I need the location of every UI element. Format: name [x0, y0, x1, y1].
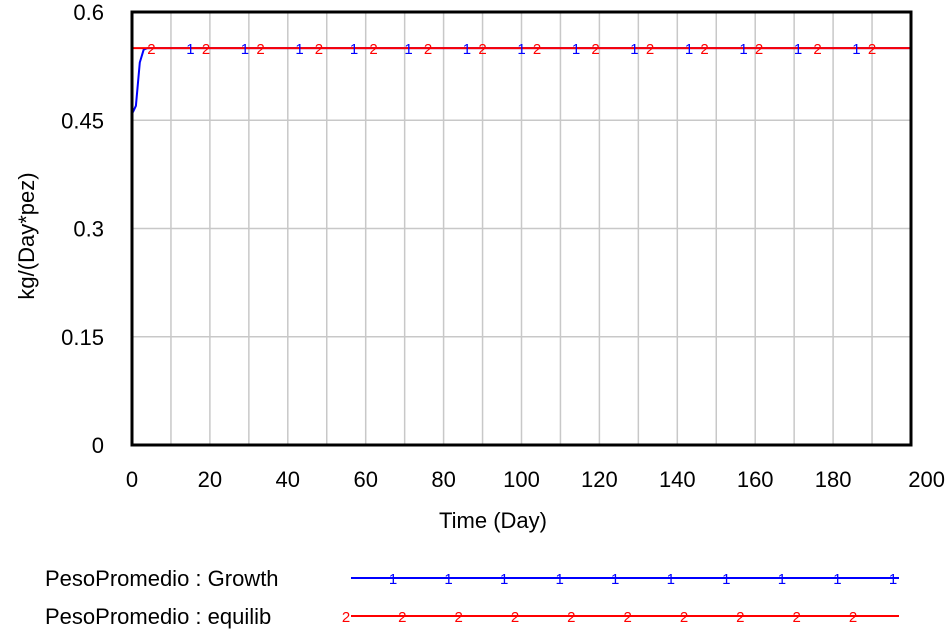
- x-tick-label: 200: [908, 467, 945, 492]
- legend-marker-2: 2: [398, 609, 406, 626]
- series-2-marker: 2: [369, 41, 377, 58]
- series-2-marker: 2: [256, 41, 264, 58]
- series-1-marker: 1: [852, 41, 860, 58]
- legend-marker-2: 2: [623, 609, 631, 626]
- series-1-marker: 1: [404, 41, 412, 58]
- x-tick-label: 40: [276, 467, 300, 492]
- legend-marker-1: 1: [389, 571, 397, 588]
- legend-label-1: PesoPromedio : Growth: [45, 566, 279, 591]
- series-2-marker: 2: [478, 41, 486, 58]
- legend-marker-2: 2: [792, 609, 800, 626]
- legend-marker-2: 2: [567, 609, 575, 626]
- x-axis-label: Time (Day): [439, 508, 547, 533]
- series-2-marker: 2: [646, 41, 654, 58]
- legend-marker-1: 1: [444, 571, 452, 588]
- series-1-marker: 1: [295, 41, 303, 58]
- x-tick-label: 60: [353, 467, 377, 492]
- legend-marker-1: 1: [778, 571, 786, 588]
- y-axis-label: kg/(Day*pez): [14, 172, 39, 299]
- series-1-marker: 1: [572, 41, 580, 58]
- series-1-marker: 1: [186, 41, 194, 58]
- legend-marker-1: 1: [611, 571, 619, 588]
- x-tick-label: 180: [815, 467, 852, 492]
- series-markers: 1 1 1 1 1 1 1 1 1 1 1 1 12 2 2 2 2 2 2 2 2 2 2 2 2 2: [147, 41, 876, 58]
- x-axis-ticks: 0 20 40 60 80 100 120 140 160 180 200: [126, 467, 945, 492]
- legend-marker-1: 1: [722, 571, 730, 588]
- legend-marker-2: 2: [736, 609, 744, 626]
- series-1-marker: 1: [517, 41, 525, 58]
- x-tick-label: 80: [431, 467, 455, 492]
- legend-marker-2: 2: [680, 609, 688, 626]
- grid-lines: [132, 12, 911, 445]
- legend-marker-1: 1: [500, 571, 508, 588]
- x-tick-label: 20: [198, 467, 222, 492]
- series-2-marker: 2: [813, 41, 821, 58]
- series-2-marker: 2: [202, 41, 210, 58]
- y-tick-label: 0.45: [61, 108, 104, 133]
- series-2-marker: 2: [591, 41, 599, 58]
- series-2-marker: 2: [700, 41, 708, 58]
- series-2-marker: 2: [424, 41, 432, 58]
- legend: PesoPromedio : Growth 1 1 1 1 1 1 1 1 1 1 PesoProme…: [45, 566, 899, 629]
- legend-marker-2: 2: [454, 609, 462, 626]
- series-2-marker: 2: [755, 41, 763, 58]
- legend-marker-1: 1: [889, 571, 897, 588]
- series-2-marker: 2: [147, 41, 155, 58]
- series-1-marker: 1: [350, 41, 358, 58]
- x-tick-label: 160: [737, 467, 774, 492]
- y-tick-label: 0: [92, 433, 104, 458]
- legend-marker-1: 1: [667, 571, 675, 588]
- legend-marker-1: 1: [833, 571, 841, 588]
- series-1-marker: 1: [739, 41, 747, 58]
- y-tick-label: 0.6: [73, 0, 104, 25]
- plot-frame: [130, 10, 913, 447]
- series-1-marker: 1: [241, 41, 249, 58]
- series-1-marker: 1: [685, 41, 693, 58]
- y-axis-ticks: 0 0.15 0.3 0.45 0.6: [61, 0, 104, 458]
- series-2-marker: 2: [868, 41, 876, 58]
- series-1-marker: 1: [794, 41, 802, 58]
- series-2-marker: 2: [315, 41, 323, 58]
- legend-marker-2: 2: [342, 609, 350, 626]
- legend-marker-2: 2: [511, 609, 519, 626]
- series-2-marker: 2: [533, 41, 541, 58]
- series-1-marker: 1: [630, 41, 638, 58]
- y-tick-label: 0.15: [61, 325, 104, 350]
- x-tick-label: 0: [126, 467, 138, 492]
- legend-marker-1: 1: [555, 571, 563, 588]
- series-1-marker: 1: [463, 41, 471, 58]
- x-tick-label: 120: [581, 467, 618, 492]
- legend-label-2: PesoPromedio : equilib: [45, 604, 271, 629]
- y-tick-label: 0.3: [73, 217, 104, 242]
- x-tick-label: 100: [503, 467, 540, 492]
- legend-marker-2: 2: [849, 609, 857, 626]
- x-tick-label: 140: [659, 467, 696, 492]
